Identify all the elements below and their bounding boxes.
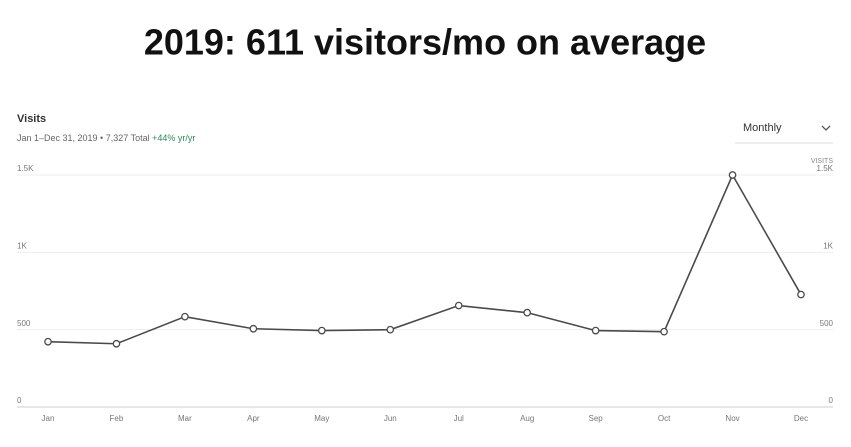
change: +44% yr/yr bbox=[152, 133, 195, 143]
y-tick-label: 1K bbox=[17, 241, 27, 250]
panel-title: Visits bbox=[17, 113, 46, 125]
x-tick-label: Mar bbox=[178, 414, 192, 423]
point bbox=[728, 171, 737, 179]
period-label[interactable]: Monthly bbox=[743, 122, 782, 134]
x-tick-label: Apr bbox=[247, 414, 260, 423]
x-tick-label: Aug bbox=[520, 414, 534, 423]
period-dropdown[interactable]: Monthly bbox=[735, 122, 833, 144]
point bbox=[249, 324, 258, 333]
point bbox=[181, 312, 189, 321]
subtitle-text: Jan 1–Dec 31, 2019 • 7,327 Total bbox=[17, 133, 150, 143]
y-tick-label-right: 500 bbox=[820, 319, 834, 328]
y-tick-label-right: 1K bbox=[823, 241, 833, 250]
point bbox=[317, 326, 326, 335]
y-tick-label: 1.5K bbox=[17, 164, 34, 173]
y-tick-label: 0 bbox=[17, 396, 22, 405]
y-tick-label-right: 1.5K bbox=[817, 164, 834, 173]
x-tick-label: Nov bbox=[725, 414, 739, 423]
point bbox=[386, 325, 395, 334]
chart-title: 2019: 611 visitors/mo on average bbox=[144, 22, 706, 63]
point bbox=[44, 337, 52, 346]
point bbox=[660, 327, 668, 336]
x-tick-label: Jan bbox=[42, 414, 55, 423]
x-tick-label: Sep bbox=[589, 414, 604, 423]
x-tick-label: Jul bbox=[454, 414, 464, 423]
chevron[interactable] bbox=[821, 125, 831, 131]
y-tick-label: 500 bbox=[17, 319, 31, 328]
line bbox=[47, 173, 802, 345]
y-axis-label: VISITS bbox=[811, 158, 834, 165]
x-tick-label: Dec bbox=[794, 414, 808, 423]
x-tick-label: May bbox=[314, 414, 329, 423]
y-tick-label-right: 0 bbox=[829, 396, 834, 405]
x-tick-label: Oct bbox=[658, 414, 671, 423]
point bbox=[523, 308, 532, 317]
subtitle: Jan 1–Dec 31, 2019 • 7,327 Total +44% yr… bbox=[17, 133, 195, 143]
point bbox=[112, 339, 121, 348]
point bbox=[454, 301, 463, 310]
x-tick-label: Feb bbox=[110, 414, 124, 423]
point bbox=[591, 326, 600, 335]
point bbox=[797, 290, 805, 299]
x-tick-label: Jun bbox=[384, 414, 397, 423]
